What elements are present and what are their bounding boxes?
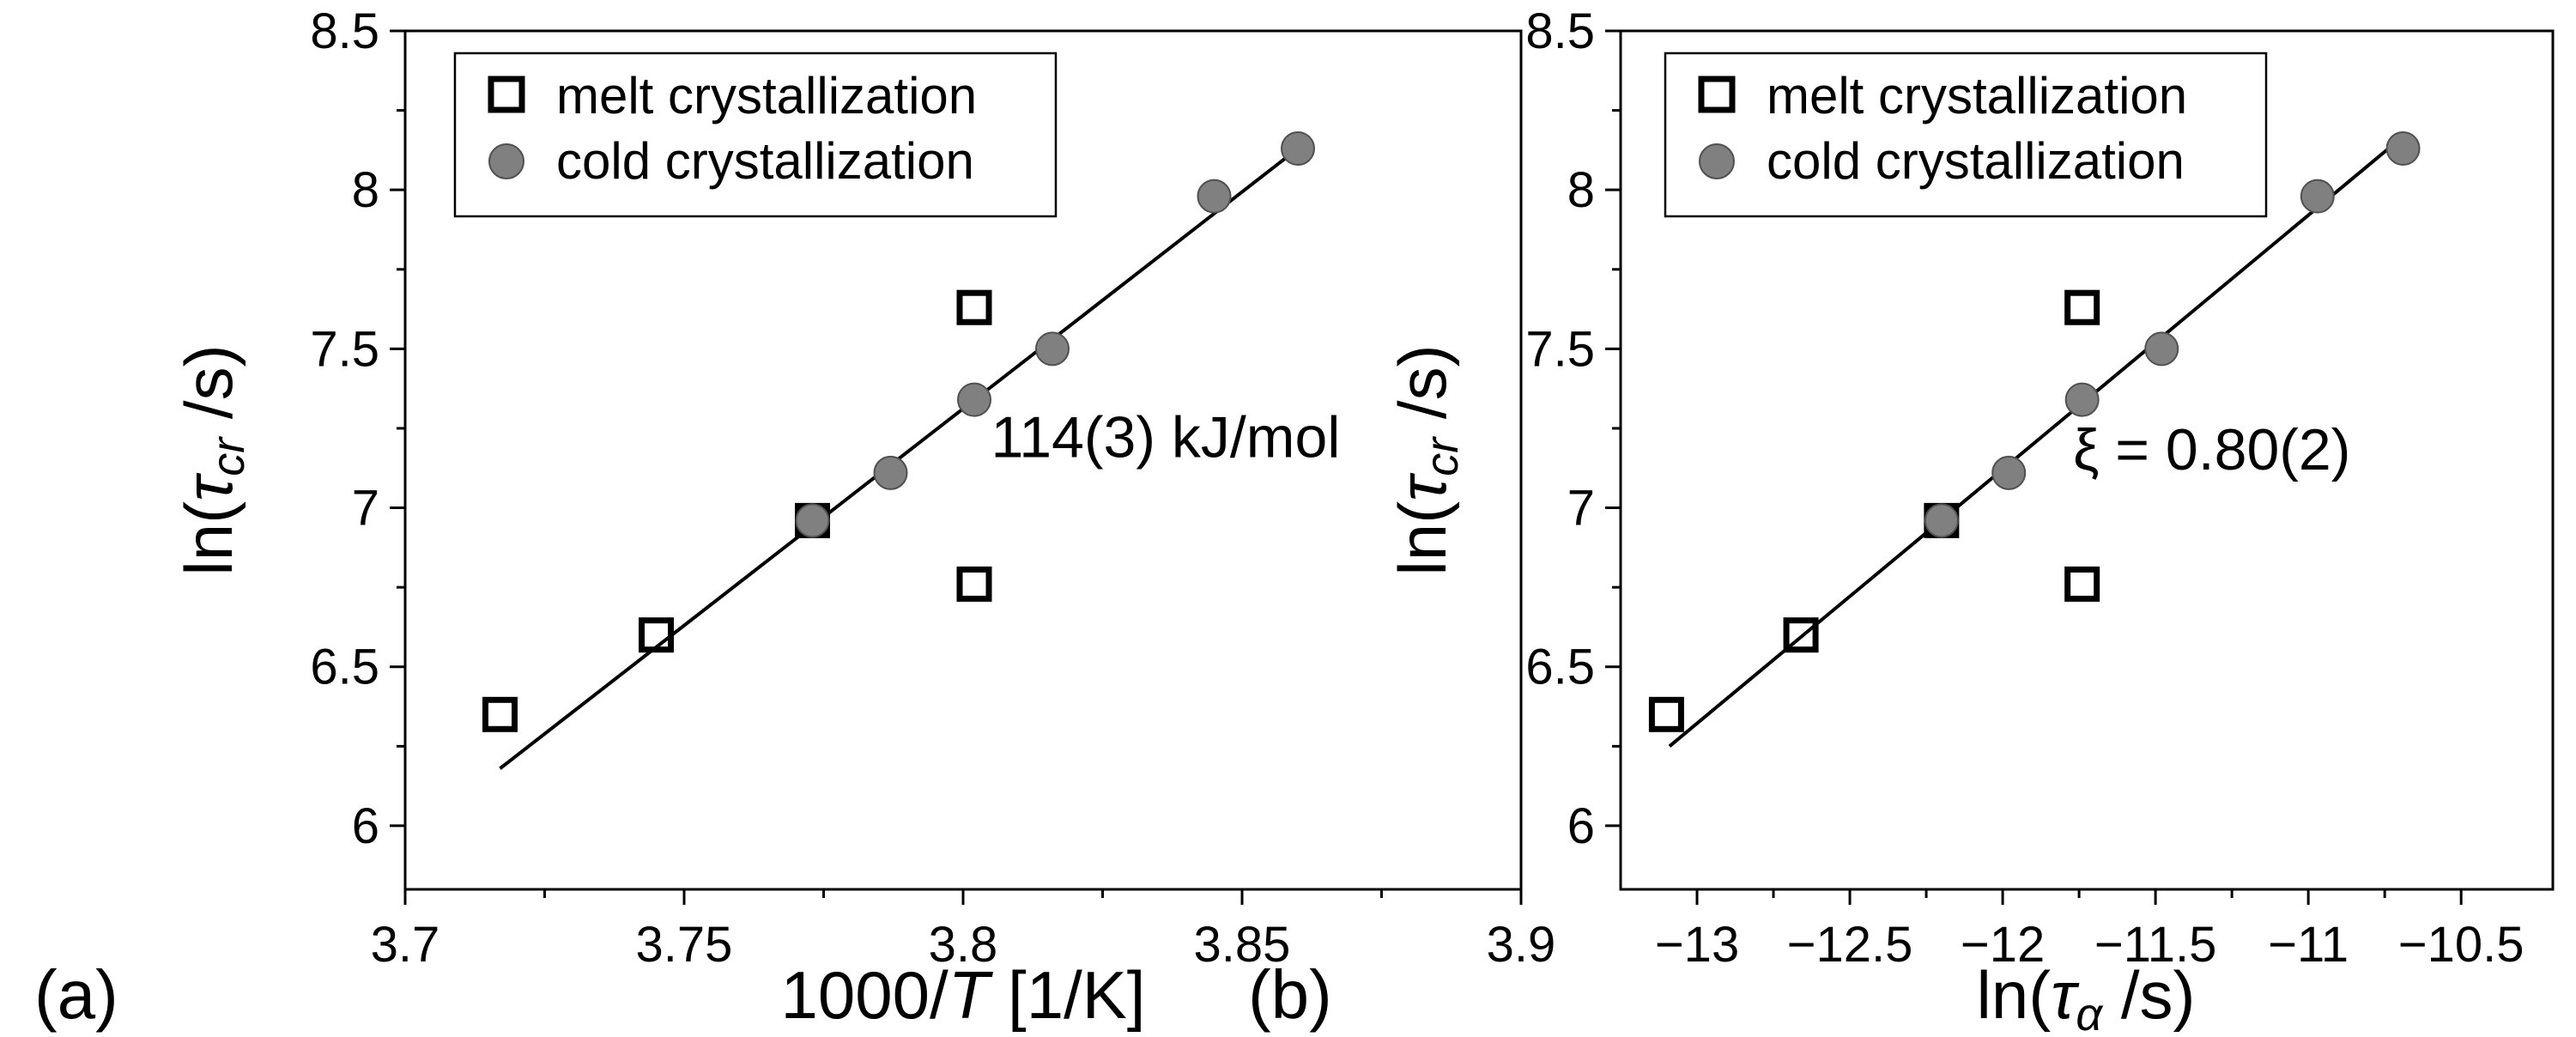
y-axis-title-a-sub: cr <box>203 436 254 476</box>
cold-point-b-0 <box>1924 503 1959 538</box>
cold-point-a-1 <box>873 455 908 490</box>
y-axis-title-a-post: /s) <box>171 344 246 437</box>
x-tick-label-b-0: −13 <box>1655 917 1739 973</box>
panel-b: −13 −12.5 −12 −11.5 −11 −10.5 6 6.5 7 7.5 8 8.5 me… <box>1248 3 2555 1037</box>
x-tick-label-b-4: −11 <box>2268 917 2349 973</box>
y-tick-label-a-2: 7 <box>352 481 379 537</box>
y-tick-label-a-5: 8.5 <box>310 3 379 59</box>
cold-point-a-0 <box>795 503 830 538</box>
y-ticks-a: 6 6.5 7 7.5 8 8.5 <box>310 3 405 854</box>
cold-point-a-3 <box>1035 331 1070 367</box>
cold-point-b-1 <box>1991 455 2027 490</box>
cold-point-b-5 <box>2385 131 2421 167</box>
x-tick-label-a-0: 3.7 <box>371 917 440 973</box>
y-axis-title-a-var: τ <box>171 472 246 501</box>
panel-a: 3.7 3.75 3.8 3.85 3.9 6 6.5 7 7.5 8 8.5 melt crys… <box>34 3 1555 1033</box>
y-tick-label-b-4: 8 <box>1567 162 1595 218</box>
x-tick-label-a-1: 3.75 <box>636 917 733 973</box>
legend-box-b <box>1664 52 2268 218</box>
markers-a <box>482 131 1315 732</box>
x-axis-title-b-sub: α <box>2076 989 2104 1037</box>
y-tick-label-a-3: 7.5 <box>310 321 379 377</box>
y-tick-label-b-2: 7 <box>1567 481 1595 537</box>
activation-energy-annotation: 114(3) kJ/mol <box>991 404 1341 470</box>
melt-point-b-3 <box>2064 289 2100 325</box>
y-axis-title-b-pre: ln( <box>1385 501 1460 576</box>
legend-label-melt-a: melt crystallization <box>556 67 977 124</box>
melt-point-b-4 <box>2064 566 2100 602</box>
x-tick-label-a-2: 3.8 <box>929 917 998 973</box>
x-axis-title-a-pre: 1000/ <box>781 957 949 1033</box>
cold-point-a-4 <box>1197 179 1232 214</box>
coupling-exponent-annotation: ξ = 0.80(2) <box>2073 417 2350 482</box>
x-axis-title-b-pre: ln( <box>1977 957 2052 1033</box>
melt-point-a-4 <box>956 566 992 602</box>
x-axis-title-b-post: /s) <box>2102 957 2195 1033</box>
y-tick-label-b-1: 6.5 <box>1525 640 1595 695</box>
panel-label-b: (b) <box>1248 956 1332 1033</box>
cold-point-b-2 <box>2064 382 2100 417</box>
x-axis-title-a-post: [1/K] <box>989 957 1145 1033</box>
y-axis-title-b-post: /s) <box>1385 344 1460 437</box>
legend-label-cold-a: cold crystallization <box>556 132 974 190</box>
cold-point-a-2 <box>957 382 991 417</box>
y-tick-label-a-1: 6.5 <box>310 640 379 695</box>
fit-line-b <box>1668 137 2402 748</box>
x-tick-label-b-1: −12.5 <box>1787 917 1913 973</box>
y-tick-label-a-0: 6 <box>352 798 379 854</box>
x-tick-label-b-5: −10.5 <box>2398 917 2524 973</box>
melt-point-b-0 <box>1648 696 1684 732</box>
y-tick-label-b-0: 6 <box>1567 798 1595 854</box>
y-axis-title-a-pre: ln( <box>171 501 246 576</box>
cold-point-b-3 <box>2144 331 2179 367</box>
x-axis-title-b: ln(τα /s) <box>1977 957 2196 1037</box>
x-tick-label-b-2: −12 <box>1961 917 2045 973</box>
legend-square-marker-a <box>488 76 525 113</box>
melt-point-a-0 <box>482 696 518 732</box>
y-axis-title-b-sub: cr <box>1416 436 1468 476</box>
plot-frame-b <box>1619 29 2555 891</box>
y-tick-label-b-5: 8.5 <box>1525 3 1595 59</box>
y-ticks-b: 6 6.5 7 7.5 8 8.5 <box>1525 3 1621 854</box>
legend-square-marker-b <box>1698 76 1736 113</box>
legend-box-a <box>453 52 1058 218</box>
melt-point-b-1 <box>1783 617 1819 653</box>
x-axis-title-b-var: τ <box>2051 957 2080 1033</box>
y-axis-title-b: ln(τcr /s) <box>1385 344 1468 575</box>
y-tick-label-a-4: 8 <box>352 162 379 218</box>
x-tick-label-a-4: 3.9 <box>1487 917 1556 973</box>
legend-circle-marker-a <box>488 143 524 179</box>
legend-label-cold-b: cold crystallization <box>1767 132 2185 190</box>
cold-point-b-4 <box>2300 179 2335 214</box>
x-ticks-b: −13 −12.5 −12 −11.5 −11 −10.5 <box>1655 889 2524 973</box>
legend-circle-marker-b <box>1699 143 1735 179</box>
melt-point-a-3 <box>956 289 992 325</box>
x-tick-label-a-3: 3.85 <box>1194 917 1291 973</box>
y-axis-title-b-var: τ <box>1385 472 1460 501</box>
cold-point-a-5 <box>1281 131 1315 167</box>
y-axis-title-a: ln(τcr /s) <box>171 344 254 575</box>
legend-label-melt-b: melt crystallization <box>1767 67 2187 124</box>
x-axis-title-a: 1000/T [1/K] <box>781 957 1146 1033</box>
legend-b: melt crystallization cold crystallizatio… <box>1664 52 2268 218</box>
x-axis-title-a-var: T <box>949 957 994 1033</box>
markers-b <box>1648 131 2421 732</box>
melt-point-a-1 <box>639 617 674 653</box>
x-ticks-a: 3.7 3.75 3.8 3.85 3.9 <box>371 889 1556 973</box>
panel-label-a: (a) <box>34 956 118 1033</box>
legend-a: melt crystallization cold crystallizatio… <box>453 52 1058 218</box>
y-tick-label-b-3: 7.5 <box>1525 321 1595 377</box>
x-tick-label-b-3: −11.5 <box>2094 917 2216 973</box>
